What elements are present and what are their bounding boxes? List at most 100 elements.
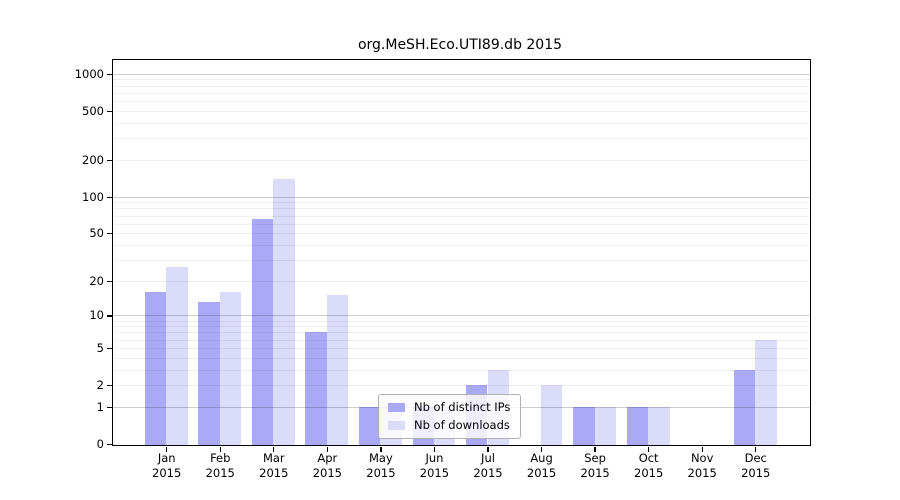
legend-swatch-distinct-ips	[388, 402, 405, 412]
gridline-2	[112, 384, 810, 386]
plot-area	[111, 59, 811, 446]
x-tick-oct	[648, 446, 650, 452]
x-tick-label-sep: Sep 2015	[580, 451, 610, 480]
gridline-50	[112, 233, 810, 235]
bar-downloads-jan	[166, 267, 188, 445]
bar-ips-feb	[198, 302, 220, 445]
x-tick-jun	[433, 446, 436, 452]
y-tick-50	[106, 233, 112, 235]
y-tick-label-500: 500	[82, 103, 104, 118]
bar-downloads-dec	[755, 339, 777, 445]
gridline-4	[112, 357, 810, 359]
gridline-100	[112, 196, 810, 198]
bar-ips-sep	[573, 406, 595, 445]
gridline-30	[112, 259, 810, 261]
bar-downloads-oct	[648, 406, 670, 445]
gridline-200	[112, 159, 810, 161]
gridline-300	[112, 138, 810, 140]
y-tick-label-1: 1	[96, 399, 104, 414]
x-tick-dec	[755, 446, 757, 452]
legend-item: Nb of downloads	[388, 417, 510, 432]
x-tick-jul	[487, 446, 489, 452]
x-tick-label-nov: Nov 2015	[687, 451, 717, 480]
gridline-70	[112, 215, 810, 217]
gridline-600	[112, 101, 810, 103]
gridline-800	[112, 85, 810, 87]
gridline-700	[112, 92, 810, 94]
bar-ips-mar	[251, 218, 274, 445]
y-tick-label-200: 200	[82, 152, 104, 167]
gridline-7	[112, 332, 810, 334]
y-tick-label-10: 10	[89, 308, 104, 323]
y-tick-label-50: 50	[89, 226, 104, 241]
chart-title: org.MeSH.Eco.UTI89.db 2015	[357, 37, 563, 53]
y-tick-20	[106, 280, 112, 282]
gridline-40	[112, 244, 810, 246]
bar-downloads-feb	[219, 292, 242, 445]
y-tick-200	[106, 159, 112, 161]
legend-label-downloads: Nb of downloads	[414, 417, 510, 432]
bar-ips-may	[359, 406, 381, 445]
gridline-6	[112, 339, 810, 341]
x-tick-nov	[701, 446, 703, 452]
gridline-80	[112, 208, 810, 210]
x-tick-label-aug: Aug 2015	[526, 451, 557, 480]
y-tick-5	[106, 347, 112, 349]
gridline-900	[112, 79, 810, 81]
legend-item: Nb of distinct IPs	[388, 399, 511, 414]
y-tick-label-0: 0	[96, 436, 104, 451]
bar-downloads-apr	[326, 295, 349, 445]
x-tick-may	[380, 446, 382, 452]
x-tick-label-apr: Apr 2015	[312, 451, 342, 480]
gridline-90	[112, 202, 810, 204]
y-tick-500	[106, 110, 112, 113]
y-tick-100	[106, 196, 112, 198]
x-tick-mar	[273, 446, 275, 452]
gridlines-layer	[112, 60, 810, 445]
bar-downloads-mar	[273, 179, 295, 445]
bar-downloads-aug	[541, 384, 563, 445]
gridline-5	[112, 347, 810, 349]
gridline-9	[112, 320, 810, 322]
y-tick-label-1000: 1000	[74, 66, 104, 81]
x-tick-label-jun: Jun 2015	[419, 451, 450, 480]
legend: Nb of distinct IPs Nb of downloads	[378, 393, 522, 439]
y-tick-1000	[106, 73, 112, 75]
gridline-500	[112, 110, 810, 112]
y-tick-10	[106, 315, 112, 317]
bar-ips-jan	[144, 292, 167, 445]
y-tick-1	[106, 406, 112, 408]
y-tick-label-20: 20	[89, 273, 104, 288]
y-tick-2	[106, 384, 112, 387]
legend-swatch-downloads	[388, 420, 405, 430]
x-tick-label-dec: Dec 2015	[741, 451, 771, 480]
gridline-20	[112, 280, 810, 282]
x-tick-label-feb: Feb 2015	[205, 451, 235, 480]
y-tick-label-5: 5	[96, 340, 104, 355]
y-tick-0	[106, 443, 112, 445]
x-tick-sep	[594, 446, 596, 452]
x-tick-label-jul: Jul 2015	[473, 451, 503, 480]
x-tick-label-jan: Jan 2015	[152, 451, 182, 480]
x-tick-feb	[219, 446, 221, 452]
gridline-1000	[112, 73, 810, 75]
x-tick-label-may: May 2015	[366, 451, 396, 480]
gridline-60	[112, 223, 810, 225]
legend-label-distinct-ips: Nb of distinct IPs	[414, 399, 511, 414]
bar-ips-apr	[305, 332, 327, 445]
y-tick-label-100: 100	[82, 189, 104, 204]
x-tick-label-mar: Mar 2015	[259, 451, 289, 480]
gridline-8	[112, 326, 810, 328]
x-tick-apr	[326, 446, 328, 452]
gridline-10	[112, 315, 810, 317]
bar-ips-oct	[626, 406, 649, 445]
bar-ips-dec	[733, 369, 756, 445]
y-tick-label-2: 2	[96, 377, 104, 392]
x-tick-aug	[540, 446, 543, 452]
gridline-3	[112, 369, 810, 371]
bar-downloads-sep	[594, 406, 616, 445]
gridline-400	[112, 122, 810, 124]
x-tick-jan	[166, 446, 168, 452]
x-tick-label-oct: Oct 2015	[634, 451, 664, 480]
